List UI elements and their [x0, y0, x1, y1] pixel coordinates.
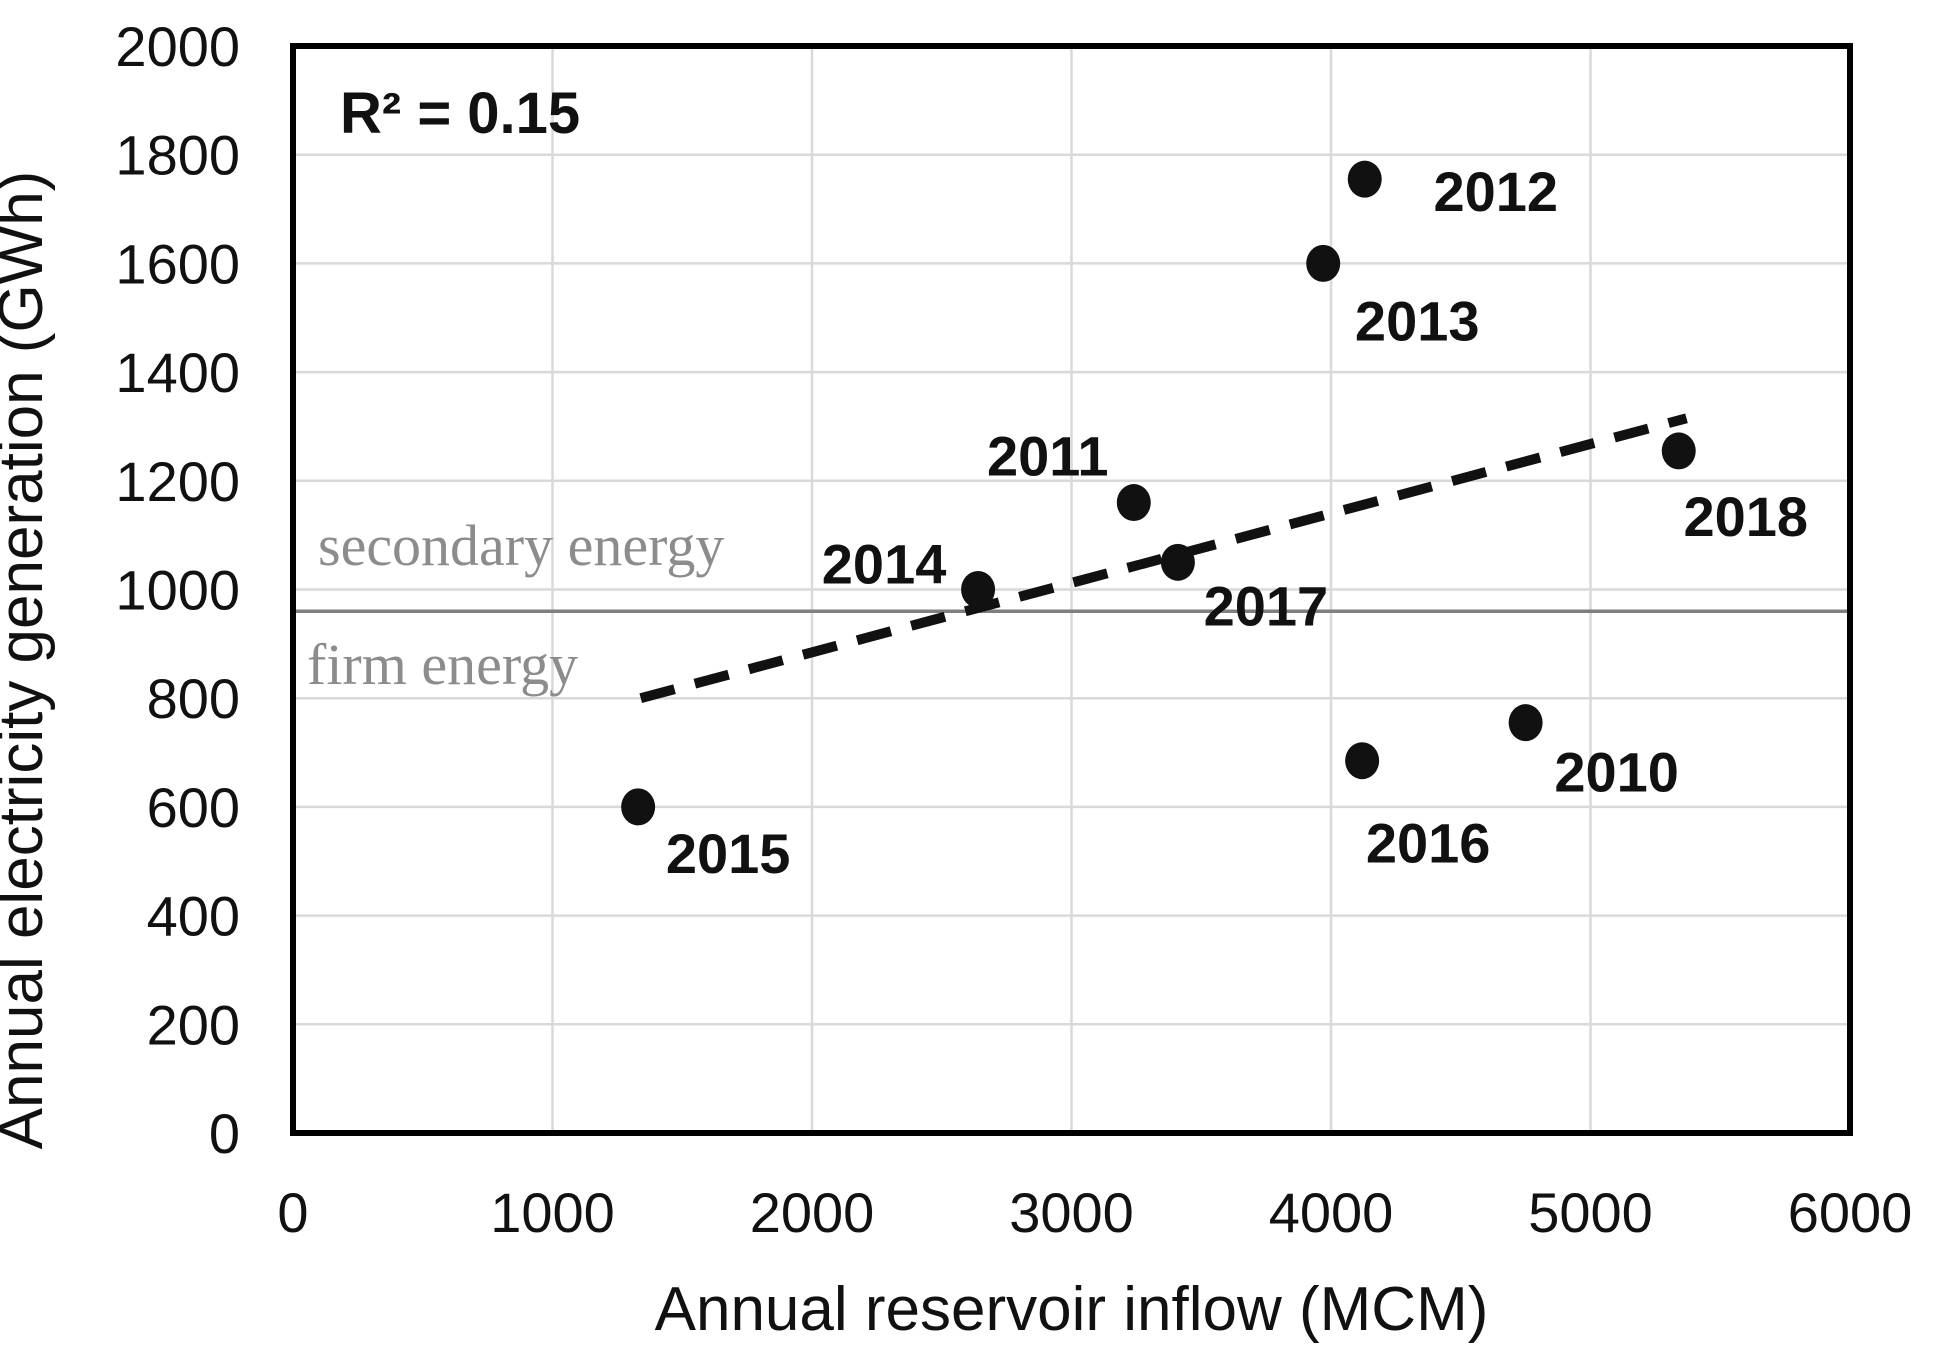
- y-tick-label: 800: [147, 667, 240, 730]
- y-tick-label: 400: [147, 885, 240, 948]
- point-label-2018: 2018: [1683, 485, 1808, 548]
- data-point-2018: [1661, 432, 1696, 470]
- y-tick-label: 1200: [115, 450, 240, 513]
- y-tick-label: 1400: [115, 341, 240, 404]
- x-tick-label: 0: [277, 1181, 308, 1244]
- y-tick-label: 2000: [115, 15, 240, 78]
- secondary-energy-label: secondary energy: [318, 513, 724, 578]
- x-axis-title: Annual reservoir inflow (MCM): [655, 1275, 1489, 1344]
- data-point-2014: [961, 571, 996, 608]
- plot-border: [290, 43, 1853, 1136]
- x-tick-label: 1000: [490, 1181, 615, 1244]
- y-tick-label: 600: [147, 776, 240, 839]
- firm-energy-label: firm energy: [307, 632, 578, 697]
- y-tick-label: 200: [147, 993, 240, 1056]
- point-label-2010: 2010: [1554, 741, 1679, 804]
- x-tick-label: 6000: [1788, 1181, 1913, 1244]
- data-point-2010: [1508, 704, 1543, 742]
- point-label-2012: 2012: [1433, 160, 1558, 223]
- trend-line: [639, 413, 1688, 704]
- point-label-2013: 2013: [1355, 289, 1480, 352]
- point-label-2015: 2015: [666, 822, 791, 885]
- y-tick-label: 0: [209, 1102, 240, 1165]
- data-point-2015: [621, 788, 656, 826]
- data-point-2013: [1306, 244, 1341, 282]
- x-tick-label: 3000: [1009, 1181, 1134, 1244]
- y-axis-title: Annual electricity generation (GWh): [0, 171, 56, 1150]
- data-point-2017: [1160, 543, 1195, 581]
- y-tick-label: 1000: [115, 559, 240, 622]
- point-label-2014: 2014: [822, 533, 947, 596]
- data-point-2016: [1345, 742, 1380, 780]
- y-tick-label: 1800: [115, 124, 240, 187]
- x-tick-label: 4000: [1269, 1181, 1394, 1244]
- x-tick-label: 5000: [1528, 1181, 1653, 1244]
- x-tick-label: 2000: [750, 1181, 875, 1244]
- point-label-2016: 2016: [1366, 812, 1491, 875]
- r-squared-annotation: R² = 0.15: [340, 81, 580, 146]
- y-tick-label: 1600: [115, 232, 240, 295]
- data-point-2012: [1347, 160, 1382, 198]
- data-point-2011: [1116, 484, 1151, 522]
- point-label-2017: 2017: [1204, 574, 1329, 637]
- point-label-2011: 2011: [987, 425, 1109, 488]
